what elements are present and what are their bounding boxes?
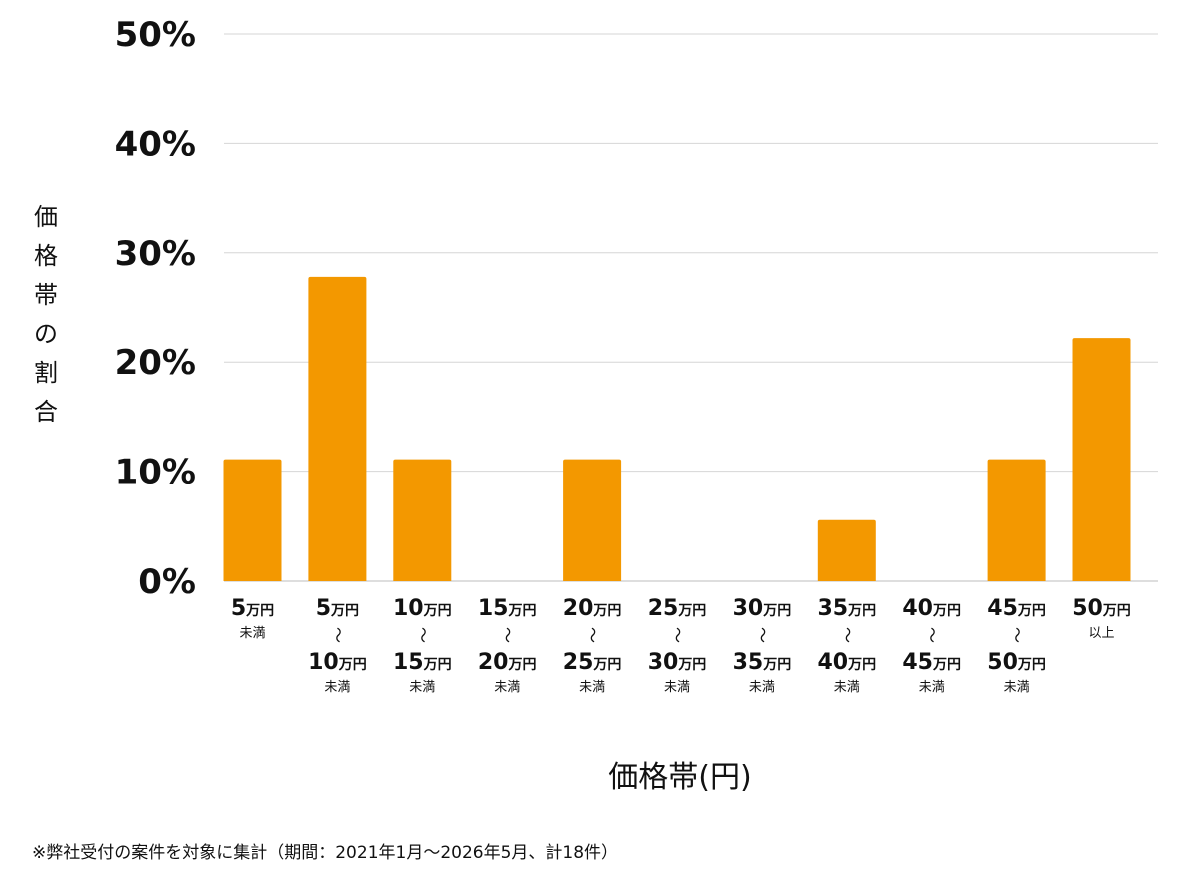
footnote: ※弊社受付の案件を対象に集計（期間：2021年1月〜2026年5月、計18件） [32, 843, 619, 863]
y-tick-label: 0% [138, 562, 196, 602]
x-tick-range-separator: 〜 [328, 627, 347, 643]
x-tick-amount: 30万円 [648, 650, 707, 675]
bar [393, 459, 452, 581]
x-tick-amount: 15万円 [393, 650, 452, 675]
x-tick-suffix: 未満 [324, 680, 350, 695]
x-tick-amount: 10万円 [308, 650, 367, 675]
y-tick-label: 10% [115, 453, 196, 493]
x-tick-suffix: 未満 [579, 680, 605, 695]
x-tick-range-separator: 〜 [1008, 627, 1027, 643]
y-axis-ticks: 0% 10% 20% 30% 40% 50% [115, 15, 196, 602]
x-tick-range-separator: 〜 [753, 627, 772, 643]
x-tick-amount: 35万円 [817, 596, 876, 621]
x-tick-suffix: 未満 [749, 680, 775, 695]
x-tick-amount: 25万円 [563, 650, 622, 675]
y-axis-label-char: 価 [34, 203, 58, 231]
x-tick-range-separator: 〜 [923, 627, 942, 643]
x-tick-amount: 45万円 [987, 596, 1046, 621]
x-tick-amount: 45万円 [902, 650, 961, 675]
x-tick-range-separator: 〜 [583, 627, 602, 643]
y-tick-label: 40% [115, 124, 196, 164]
x-tick-suffix: 未満 [664, 680, 690, 695]
bar [563, 459, 622, 581]
y-axis-label-char: 帯 [34, 281, 58, 309]
x-tick-amount: 25万円 [648, 596, 707, 621]
y-tick-label: 50% [115, 15, 196, 55]
x-tick-amount: 50万円 [1072, 596, 1131, 621]
x-tick-amount: 50万円 [987, 650, 1046, 675]
bar [987, 459, 1046, 581]
y-axis-label-char: 格 [34, 242, 58, 270]
x-tick-amount: 40万円 [817, 650, 876, 675]
y-tick-label: 20% [115, 343, 196, 383]
bar-chart: 0%10%20%30%40%50% 5万円未満5万円〜10万円未満10万円〜15… [34, 15, 1158, 795]
bar [817, 519, 876, 581]
y-tick-label: 30% [115, 234, 196, 274]
bar [308, 276, 367, 581]
bars [223, 276, 1131, 581]
x-tick-suffix: 未満 [834, 680, 860, 695]
x-tick-suffix: 未満 [409, 680, 435, 695]
x-axis-ticks: 5万円未満5万円〜10万円未満10万円〜15万円未満15万円〜20万円未満20万… [231, 596, 1131, 695]
x-tick-suffix: 未満 [239, 626, 265, 641]
y-axis-label-char: 合 [34, 398, 58, 426]
x-tick-suffix: 以上 [1088, 626, 1114, 641]
x-tick-amount: 30万円 [733, 596, 792, 621]
x-tick-suffix: 未満 [494, 680, 520, 695]
x-axis-label: 価格帯(円) [608, 760, 751, 795]
x-tick-amount: 15万円 [478, 596, 537, 621]
x-tick-amount: 5万円 [231, 596, 274, 621]
x-tick-range-separator: 〜 [413, 627, 432, 643]
x-tick-amount: 5万円 [316, 596, 359, 621]
x-tick-range-separator: 〜 [838, 627, 857, 643]
bar [223, 459, 282, 581]
x-tick-range-separator: 〜 [498, 627, 517, 643]
y-axis-label-char: 割 [34, 359, 58, 387]
y-axis-label-char: の [34, 320, 58, 348]
x-tick-amount: 35万円 [733, 650, 792, 675]
x-tick-suffix: 未満 [1004, 680, 1030, 695]
x-tick-amount: 20万円 [478, 650, 537, 675]
x-tick-amount: 20万円 [563, 596, 622, 621]
x-tick-amount: 40万円 [902, 596, 961, 621]
x-tick-suffix: 未満 [919, 680, 945, 695]
bar [1072, 338, 1131, 581]
x-tick-range-separator: 〜 [668, 627, 687, 643]
x-tick-amount: 10万円 [393, 596, 452, 621]
